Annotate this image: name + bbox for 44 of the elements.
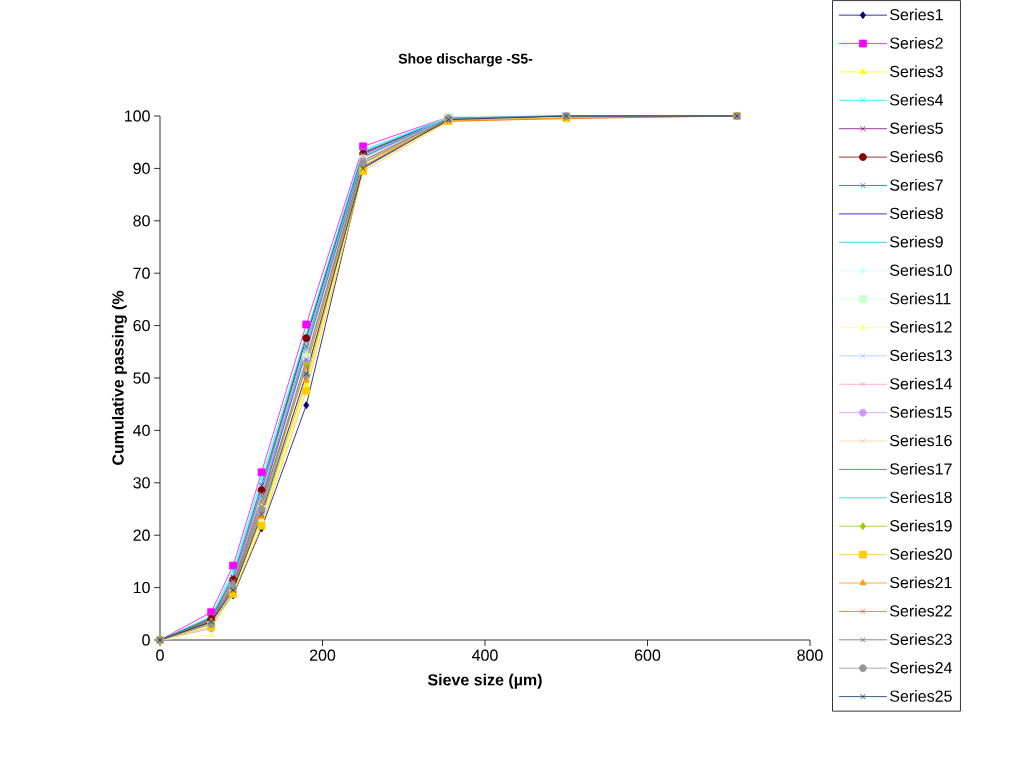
y-tick-label: 20: [133, 529, 150, 541]
legend-label: Series4: [890, 93, 944, 106]
legend-label: Series10: [890, 264, 952, 276]
y-tick-label: 80: [133, 215, 150, 227]
legend-label: Series8: [890, 207, 943, 220]
x-tick-label: 600: [634, 649, 661, 661]
legend-label: Series24: [890, 661, 952, 674]
y-tick-label: 0: [142, 634, 150, 646]
x-tick-label: 200: [309, 649, 336, 661]
x-tick-label: 400: [472, 649, 498, 661]
y-tick-label: 50: [133, 372, 150, 384]
legend-label: Series19: [890, 519, 952, 532]
x-tick-label: 0: [156, 649, 164, 661]
legend-label: Series9: [890, 235, 943, 248]
legend-label: Series2: [890, 37, 943, 49]
legend-label: Series17: [890, 462, 952, 475]
legend-label: Series6: [890, 150, 943, 163]
legend-label: Series21: [890, 576, 952, 589]
x-tick-label: 800: [797, 649, 823, 661]
y-axis-title: Cumulative passing (%: [111, 290, 127, 465]
x-axis-title: Sieve size (µm): [427, 673, 542, 689]
legend-label: Series13: [890, 349, 952, 362]
legend-label: Series12: [890, 320, 952, 333]
chart-title: Shoe discharge -S5-: [398, 53, 533, 67]
legend-label: Series7: [890, 178, 943, 191]
legend-label: Series15: [890, 406, 952, 418]
y-tick-label: 10: [133, 581, 150, 594]
legend-label: Series20: [890, 548, 952, 560]
y-tick-label: 100: [125, 110, 150, 122]
y-tick-label: 30: [133, 477, 150, 489]
legend-label: Series18: [890, 491, 952, 504]
legend-label: Series1: [890, 8, 943, 21]
legend-label: Series23: [890, 633, 952, 646]
y-tick-label: 60: [133, 319, 150, 332]
legend-label: Series22: [890, 604, 952, 617]
y-tick-label: 40: [133, 424, 150, 437]
y-tick-label: 90: [133, 162, 150, 175]
legend-label: Series25: [890, 690, 952, 702]
legend-label: Series11: [890, 292, 951, 305]
legend-label: Series14: [890, 377, 952, 390]
legend-label: Series5: [890, 122, 943, 134]
y-tick-label: 70: [133, 267, 150, 279]
legend-label: Series3: [890, 65, 943, 78]
legend-label: Series16: [890, 434, 952, 447]
